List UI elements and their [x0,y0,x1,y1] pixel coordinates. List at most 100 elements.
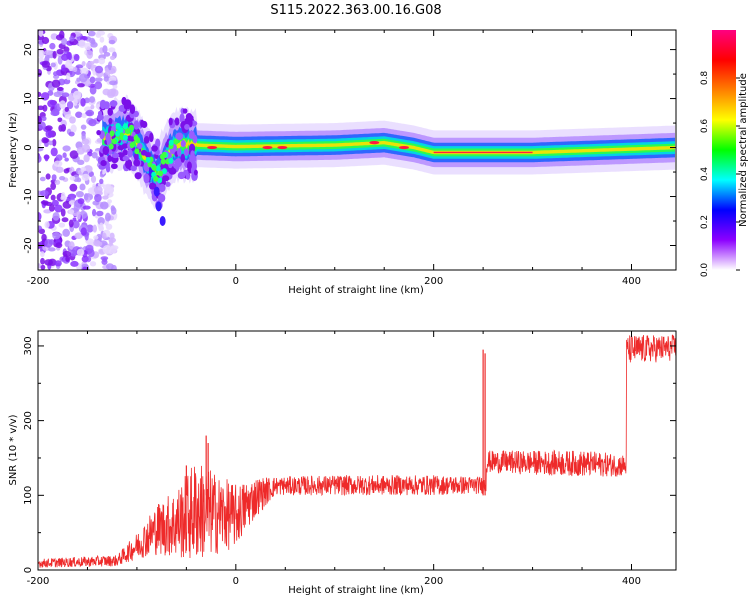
noise-blob [92,224,98,233]
noise-blob [51,174,57,181]
noise-blob [89,85,97,95]
noise-blob [81,35,88,41]
noise-blob [56,48,64,55]
hotspot [369,141,380,145]
noise-blob [55,242,63,249]
ridge-speckle [144,152,152,158]
spectrogram-y-label: Frequency (Hz) [8,112,19,188]
ridge-blob [111,138,117,145]
ridge-speckle [123,103,129,110]
noise-blob [87,30,96,37]
noise-blob [96,137,104,143]
noise-blob [64,157,69,162]
ridge-speckle [110,163,118,170]
ridge-blob [157,177,163,184]
ridge-speckle [148,182,157,190]
noise-blob [94,65,104,74]
ridge-speckle [127,149,133,158]
ridge-blob [160,158,166,165]
snr-x-tick-label: 200 [424,576,443,587]
spectrogram-x-tick-label: 200 [424,276,443,287]
noise-blob [41,115,47,122]
ridge-speckle [99,99,107,110]
noise-blob [102,245,112,255]
noise-blob [51,79,61,88]
noise-blob [77,83,85,88]
ridge-speckle [180,153,186,163]
noise-blob [83,193,89,201]
noise-blob [52,212,60,221]
ridge-speckle [168,117,173,126]
noise-blob [112,84,118,90]
ridge-blob [128,124,134,131]
noise-blob [44,50,53,56]
ridge-blob [108,143,114,150]
snr-x-tick-label: 0 [233,576,239,587]
noise-blob [105,185,112,193]
noise-blob [54,179,61,185]
ridge-speckle [175,132,184,141]
noise-blob [73,54,80,62]
spectrogram-marks [38,30,676,270]
spectrogram-x-tick-label: 400 [622,276,641,287]
noise-blob [105,70,111,75]
noise-blob [94,81,103,90]
colorbar-tick-label: 0.0 [700,263,710,278]
noise-blob [39,176,46,182]
spectrogram-x-tick-label: 0 [233,276,239,287]
ridge-blob [134,148,140,155]
ridge-speckle [149,132,154,143]
noise-blob [38,225,43,231]
ridge-speckle [136,142,143,149]
noise-blob [40,92,50,101]
ridge-speckle [109,100,118,107]
noise-blob [75,111,83,118]
noise-blob [110,205,115,212]
noise-blob [52,139,57,147]
noise-blob [63,168,70,174]
ridge-speckle [162,175,170,182]
ridge-speckle [158,183,166,193]
noise-blob [88,118,97,127]
noise-blob [84,42,92,51]
spectrogram-frame [37,29,677,271]
noise-blob [39,190,49,197]
branch-mark [153,186,160,197]
noise-blob [97,216,105,226]
noise-blob [38,263,42,269]
ridge-speckle [188,130,195,139]
spectrogram-y-tick-label: -20 [23,237,34,253]
ridge-blob [115,130,121,137]
noise-blob [40,251,45,258]
noise-blob [73,98,78,106]
ridge-speckle [133,159,141,167]
hotspot [262,145,273,150]
noise-blob [48,140,53,146]
noise-blob [38,30,44,37]
figure-title: S115.2022.363.00.16.G08 [270,3,441,18]
ridge-speckle [130,165,137,172]
noise-blob [108,47,116,53]
noise-blob [109,245,118,254]
noise-blob [38,147,44,152]
noise-blob [98,57,106,65]
noise-blob [48,204,55,212]
noise-blob [40,257,45,265]
ridge-speckle [168,167,177,175]
noise-blob [65,255,70,263]
noise-blob [49,42,56,50]
noise-blob [93,58,100,64]
ridge-blob [118,127,124,134]
snr-background [38,331,676,570]
ridge-speckle [96,129,102,136]
colorbar-ticks: 0.0 0.2 0.4 0.6 0.8 [700,71,740,278]
noise-blob [44,239,53,248]
noise-blob [109,55,116,61]
noise-blob [94,193,102,203]
noise-blob [51,199,59,206]
noise-blob [99,201,109,210]
noise-blob [86,50,94,59]
noise-blob [54,260,62,267]
colorbar-tick-label: 0.8 [700,71,710,86]
noise-blob [59,100,67,109]
